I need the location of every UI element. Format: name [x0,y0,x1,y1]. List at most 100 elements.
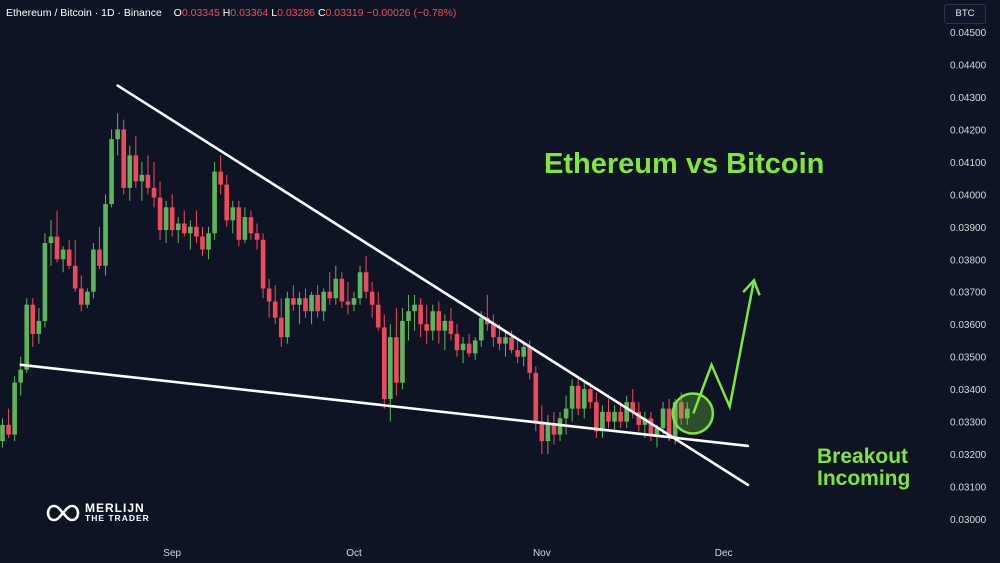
candle-body [660,408,666,429]
candle-body [54,236,60,260]
candle-body [272,301,278,318]
candle-body [97,249,102,266]
candle-body [545,424,551,442]
candle-body [230,207,236,221]
candle-body [521,346,526,357]
projection-arrow [692,280,756,414]
candle-body [575,385,581,409]
candle-body [278,317,284,338]
candle-body [109,139,114,205]
candle-body [139,174,145,182]
logo-line-1: MERLIJN [85,501,145,515]
candle-body [315,294,320,312]
candle-body [321,291,326,312]
candle-body [533,372,539,422]
candle-body [588,389,593,403]
candle-body [666,408,672,438]
symbol-header: Ethereum / Bitcoin · 1D · Binance O 0.033… [6,7,456,19]
candle-body [309,294,314,312]
candle-body [436,311,442,331]
candle-body [85,291,90,305]
x-tick-label: Sep [163,548,181,559]
candle-body [285,298,290,338]
wedge-trendline [116,84,750,487]
candle-body [678,402,684,419]
candle-body [60,249,66,260]
candle-body [430,311,436,331]
candle-body [594,402,599,432]
open-label: O [173,7,182,19]
candle-body [266,288,272,302]
y-tick-label: 0.03500 [950,353,987,364]
y-tick-label: 0.03000 [950,515,987,526]
candle-body [478,317,484,341]
candle-body [236,207,242,240]
candle-body [369,291,375,305]
y-tick-label: 0.04500 [950,28,987,39]
candle-body [194,226,199,237]
candle-body [569,385,575,409]
candle-body [127,155,133,188]
y-tick-label: 0.03600 [950,320,987,331]
symbol-title[interactable]: Ethereum / Bitcoin · 1D · Binance [6,7,162,19]
candle-body [515,350,520,357]
candle-body [224,184,230,221]
candle-body [24,304,30,370]
currency-badge[interactable]: BTC [944,4,986,24]
y-tick-label: 0.04400 [950,60,987,71]
candle-body [557,418,563,435]
candle-body [133,155,139,182]
low-label: L [271,7,278,19]
candle-body [363,272,369,292]
candle-body [30,304,36,334]
y-tick-label: 0.03400 [950,385,987,396]
candle-body [12,382,17,435]
candle-body [460,343,466,351]
candle-body [91,249,96,292]
wedge-trendline [19,363,750,448]
candle-body [6,424,11,435]
note-line-1: Breakout [817,445,909,468]
candle-body [206,233,211,250]
high-value: 0.03364 [230,7,269,19]
breakout-note: Breakout Incoming [817,446,910,490]
candle-body [612,411,617,422]
candle-body [600,411,605,432]
candle-body [351,298,357,305]
y-tick-label: 0.03100 [950,483,987,494]
low-value: 0.03286 [277,7,316,19]
y-tick-label: 0.03300 [950,418,987,429]
candle-body [169,207,175,231]
candle-body [618,411,623,422]
candle-body [472,340,478,354]
candle-body [145,174,151,188]
candle-body [115,129,120,140]
candle-body [448,320,454,334]
candle-body [218,171,223,185]
candle-body [157,197,163,231]
candle-body [151,187,157,198]
candle-body [509,337,514,351]
candle-body [412,304,417,312]
close-label: C [317,7,326,19]
y-tick-label: 0.03900 [950,223,987,234]
candle-body [248,217,254,234]
x-tick-label: Dec [715,548,733,559]
candle-body [182,223,187,234]
candle-body [654,428,660,435]
candle-body [333,278,339,299]
candle-body [212,171,217,234]
candle-body [78,288,84,305]
candle-body [36,320,42,334]
y-tick-label: 0.03700 [950,288,987,299]
candle-body [551,424,557,435]
arrow-head-icon [742,278,761,296]
candle-body [527,346,533,373]
candle-body [18,369,23,383]
candle-body [503,337,508,344]
candle-body [42,243,48,321]
candle-body [345,301,351,305]
candle-body [357,272,363,299]
candle-body [0,424,5,442]
